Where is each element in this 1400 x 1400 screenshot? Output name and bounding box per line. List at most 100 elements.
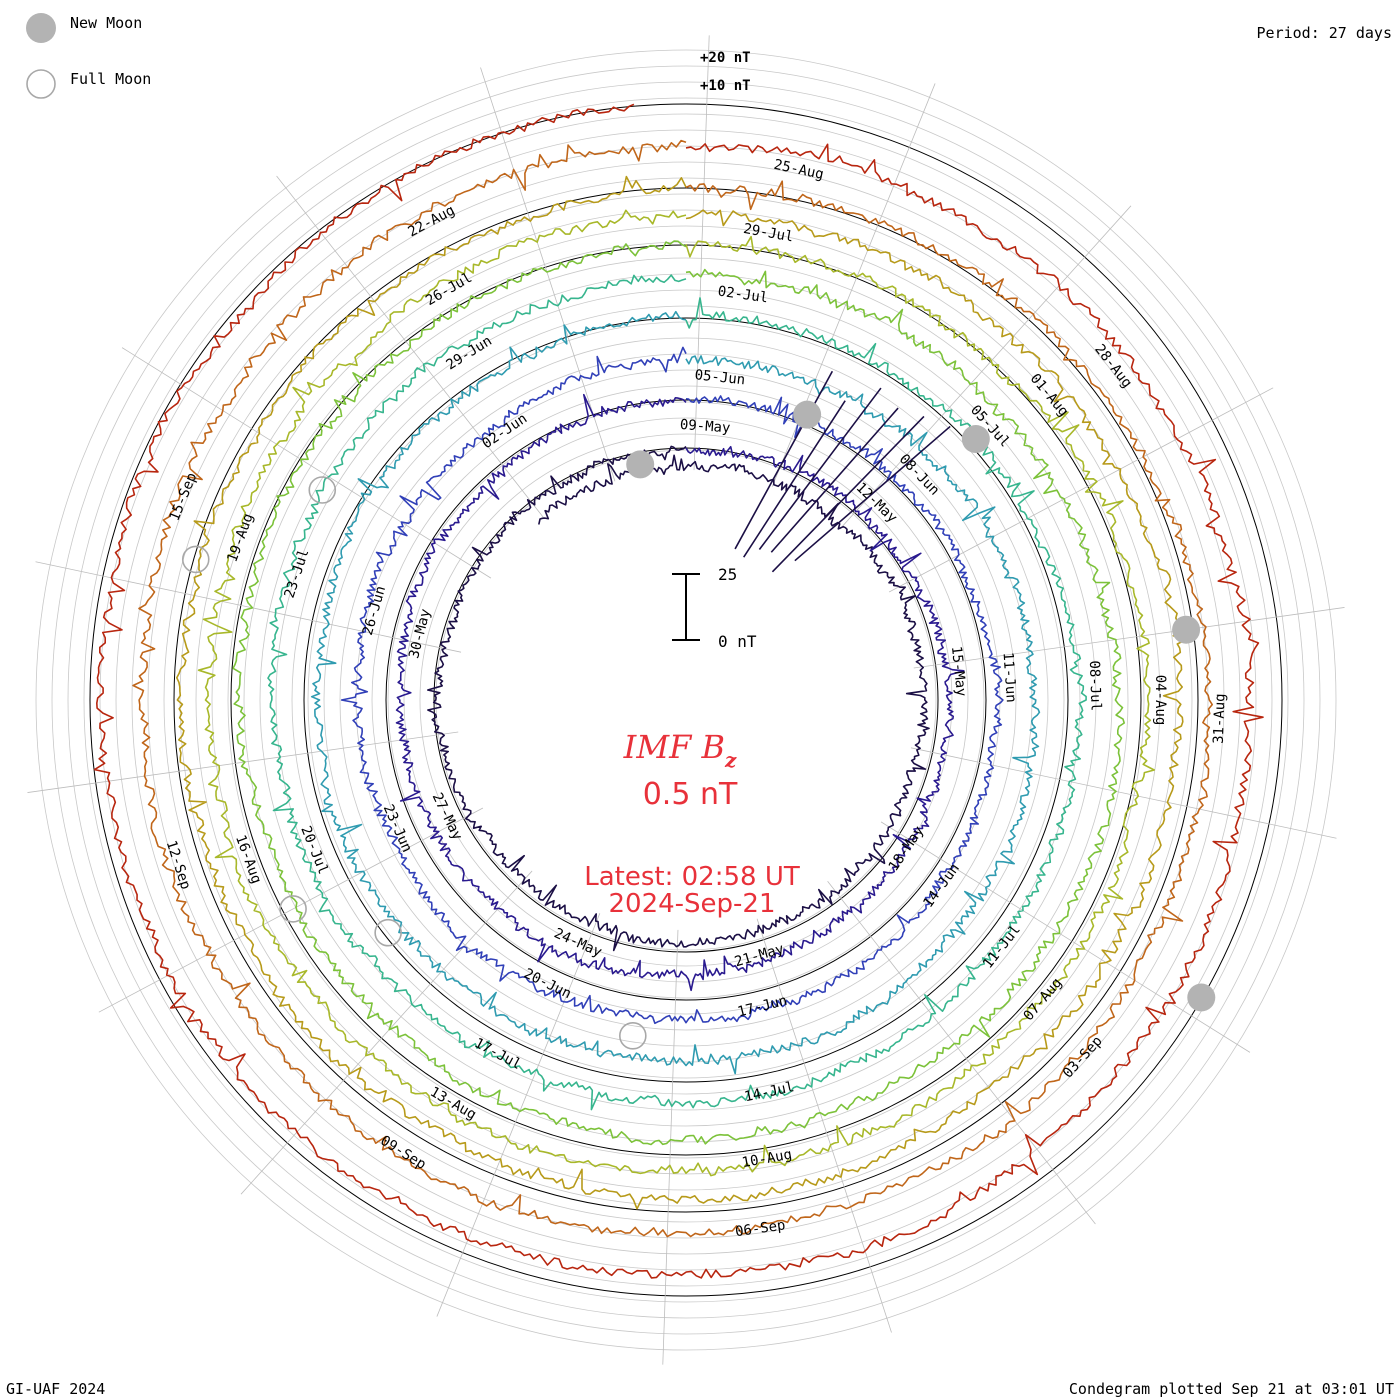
grid-ring	[227, 241, 1145, 1159]
grid-spoke	[910, 747, 1337, 839]
new-moon-marker	[961, 425, 990, 454]
rotation-trace	[132, 139, 1213, 1238]
full-moon-marker	[181, 545, 210, 574]
date-label: 15-Sep	[167, 471, 201, 524]
grid-ring	[115, 129, 1257, 1271]
trace-spike	[758, 387, 882, 550]
latest-time: Latest: 02:58 UT	[584, 862, 800, 892]
baseline-ring	[385, 399, 987, 1001]
grid-ring	[275, 289, 1097, 1111]
grid-spoke	[756, 918, 892, 1333]
full-moon-label: Full Moon	[70, 70, 151, 88]
trace-spike	[771, 415, 925, 573]
rotation-trace	[232, 240, 1125, 1146]
rotation-trace	[267, 274, 1087, 1111]
date-label: 12-May	[853, 480, 900, 527]
date-label: 23-Jul	[282, 547, 313, 600]
grid-spoke	[880, 821, 1251, 1053]
spoke-layer	[27, 35, 1345, 1365]
grid-spoke	[662, 929, 679, 1365]
baseline-ring	[89, 103, 1283, 1297]
grid-spoke	[98, 807, 484, 1013]
date-label: 20-Jun	[521, 966, 573, 1003]
chart-title-main: IMF B	[623, 728, 725, 766]
scale-bar-high-label: 25	[718, 565, 737, 584]
scale-label-plus20: +20 nT	[700, 50, 751, 66]
date-label: 08-Jul	[1086, 660, 1104, 711]
grid-ring	[355, 369, 1017, 1031]
full-moon-marker	[374, 918, 402, 947]
moon-layer	[181, 400, 1216, 1050]
full-moon-marker	[308, 476, 337, 504]
baseline-ring	[303, 317, 1069, 1083]
date-label: 20-Jul	[297, 824, 331, 877]
rotation-trace	[340, 346, 1004, 1025]
date-label: 01-Aug	[1027, 371, 1072, 420]
grid-spoke	[35, 561, 462, 653]
grid-spoke	[839, 205, 1132, 530]
trace-spike	[770, 407, 899, 553]
full-moon-marker	[619, 1022, 647, 1050]
date-label: 09-May	[679, 417, 731, 436]
current-value: 0.5 nT	[643, 777, 738, 812]
rotation-trace	[310, 310, 1041, 1075]
new-moon-marker	[626, 450, 655, 479]
grid-spoke	[27, 731, 459, 793]
date-label: 23-Jun	[380, 802, 415, 855]
grid-ring	[339, 353, 1033, 1047]
grid-spoke	[827, 880, 1096, 1225]
grid-ring	[163, 177, 1209, 1223]
date-label: 15-May	[948, 645, 969, 697]
scale-bar: 25 0 nT	[672, 565, 757, 651]
new-moon-marker	[793, 400, 822, 429]
grid-spoke	[913, 607, 1345, 669]
grid-ring	[131, 145, 1241, 1255]
trace-spike	[743, 400, 846, 558]
grid-ring	[323, 337, 1049, 1063]
plotted-label: Condegram plotted Sep 21 at 03:01 UT	[1069, 1380, 1394, 1398]
date-label: 29-Jun	[444, 333, 495, 373]
grid-spoke	[693, 35, 710, 471]
date-label: 25-Aug	[772, 157, 825, 183]
date-label: 06-Sep	[734, 1217, 786, 1240]
grid-ring	[259, 273, 1113, 1127]
full-moon-legend-icon	[26, 69, 56, 99]
period-label: Period: 27 days	[1257, 24, 1392, 42]
baseline-ring	[173, 187, 1199, 1213]
grid-ring	[147, 161, 1225, 1239]
trace-spike	[734, 370, 834, 550]
grid-ring	[419, 433, 953, 967]
grid-spoke	[888, 387, 1274, 593]
rotation-trace	[176, 175, 1190, 1210]
grid-spoke	[436, 913, 601, 1317]
rotation-trace	[426, 445, 930, 952]
chart-title-subscript: z	[724, 748, 737, 772]
grid-layer	[35, 49, 1337, 1351]
grid-ring	[243, 257, 1129, 1143]
credit-label: GI-UAF 2024	[6, 1380, 105, 1398]
grid-ring	[35, 49, 1337, 1351]
grid-ring	[51, 65, 1321, 1335]
grid-ring	[83, 97, 1289, 1303]
date-label: 11-Jun	[999, 652, 1018, 704]
grid-spoke	[240, 870, 533, 1195]
date-label: 21-May	[733, 941, 786, 970]
new-moon-label: New Moon	[70, 14, 142, 32]
full-moon-marker	[279, 895, 307, 923]
chart-title: IMF Bz	[623, 728, 737, 772]
date-label: 19-Aug	[224, 511, 256, 564]
new-moon-legend-icon	[26, 13, 56, 43]
date-label: 30-May	[406, 607, 434, 660]
grid-ring	[67, 81, 1305, 1319]
rotation-trace	[197, 209, 1155, 1177]
grid-ring	[307, 321, 1065, 1079]
grid-ring	[291, 305, 1081, 1095]
grid-ring	[179, 193, 1193, 1207]
grid-ring	[403, 417, 969, 983]
scale-label-plus10: +10 nT	[700, 78, 751, 94]
date-label: 29-Jul	[742, 221, 795, 246]
date-label: 31-Aug	[1211, 693, 1229, 744]
grid-ring	[211, 225, 1161, 1175]
date-label: 02-Jul	[717, 284, 769, 307]
